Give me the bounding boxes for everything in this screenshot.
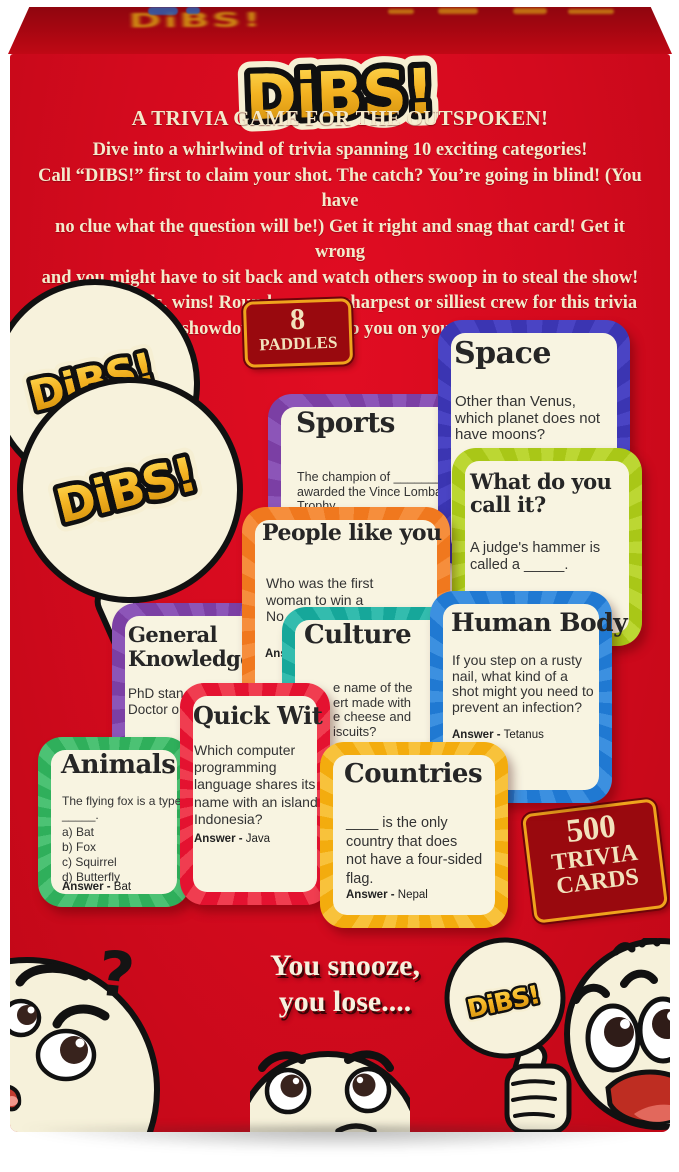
svg-text:DiBS!: DiBS! <box>244 55 434 135</box>
eyebrow <box>52 1004 110 1029</box>
card-question: Which computer programming language shares… <box>194 742 318 827</box>
card-face <box>193 696 317 892</box>
cards-count-badge: 500 TRIVIA CARDS <box>521 798 669 924</box>
game-description: Dive into a whirlwind of trivia spanning… <box>28 138 652 342</box>
card-question: Other than Venus, which planet does not ha… <box>455 393 601 443</box>
box-top-panel: DiBS! <box>8 7 672 54</box>
card-title: Countries <box>344 759 483 789</box>
card-title: Sports <box>296 406 395 439</box>
card-title: People like you <box>262 520 442 546</box>
paddles-label: PADDLES <box>259 332 338 355</box>
card-title: What do you call it? <box>470 469 612 517</box>
card-question: Who was the first woman to win a No <box>266 575 374 624</box>
eyebrow <box>620 969 658 988</box>
eyebrow <box>15 963 90 987</box>
box-front-panel: DiBS! DiBS! DiBS! A TRIVIA GAME FOR THE OU… <box>10 54 670 1132</box>
paddle-face <box>444 937 566 1059</box>
card-title: General Knowledge <box>128 622 254 671</box>
mouth <box>335 1123 377 1132</box>
paddle-face <box>17 377 243 603</box>
top-panel-text-blur <box>438 8 478 14</box>
question-mark: ? <box>95 938 138 1013</box>
cartoon-face-curious: ? <box>10 938 160 1132</box>
description-line: Dive into a whirlwind of trivia spanning… <box>92 140 588 160</box>
card-answer: Answer - Java <box>194 833 271 845</box>
cartoon-face-worried <box>250 1050 410 1132</box>
card-question: The champion of _______ is awarded the Vi… <box>297 470 456 513</box>
card-title: Human Body <box>451 608 628 637</box>
box-shadow <box>14 1126 666 1152</box>
card-options: a) Bat b) Fox c) Squirrel d) Butterfly <box>62 825 121 884</box>
card-title: Space <box>454 336 551 371</box>
card-face <box>333 755 495 915</box>
card-answer: Answer - Tetanus <box>452 729 544 741</box>
hair-tuft <box>638 938 661 948</box>
card-title: Animals <box>61 750 176 780</box>
description-line: no clue what the question will be!) Get … <box>55 216 625 263</box>
svg-text:DiBS!: DiBS! <box>244 55 434 135</box>
product-tagline: A TRIVIA GAME FOR THE OUTSPOKEN! <box>131 106 549 130</box>
description-line: Call “DIBS!” first to claim your shot. T… <box>38 165 642 212</box>
top-panel-text-blur <box>568 9 614 14</box>
tongue <box>634 1104 670 1122</box>
card-face <box>51 750 177 894</box>
card-answer: Answer - Nepal <box>346 889 428 901</box>
card-question: A judge's hammer is called a _____. <box>470 540 601 573</box>
paddles-count-badge: 8 PADDLES <box>242 298 354 368</box>
card-question: If you step on a rusty nail, what kind of… <box>452 652 594 715</box>
publisher-logo-mark <box>148 7 178 15</box>
eyebrow <box>344 1050 394 1072</box>
description-line: and you might have to sit back and watch… <box>41 267 639 288</box>
eyebrow <box>572 983 610 1004</box>
card-question: The flying fox is a type of _____. <box>62 794 195 822</box>
publisher-logo-mark <box>186 7 200 14</box>
dibs-logo: DiBS!DiBS!DiBS! <box>232 54 447 147</box>
bottom-tagline-line1: You snooze, <box>269 949 420 982</box>
trivia-card-animals: Animals The flying fox is a type of _____.… <box>38 737 195 907</box>
card-answer: Answer - Bat <box>62 881 132 893</box>
card-title: Culture <box>304 620 412 650</box>
bottom-tagline: You snooze, you lose.... <box>240 948 450 1020</box>
held-dibs-paddle: DiBS!DiBS!DiBS! <box>444 937 572 1132</box>
eyebrow <box>258 1051 306 1072</box>
trivia-card-countries: Countries ____ is the only country that do… <box>320 742 508 928</box>
svg-text:DiBS!: DiBS! <box>244 55 434 135</box>
card-question: ____ is the only country that does not hav… <box>346 815 483 887</box>
card-question: PhD stan Doctor o <box>128 686 184 717</box>
trivia-card-quick-wit: Quick Wit Which computer programming langua… <box>180 683 330 905</box>
bottom-tagline-line2: you lose.... <box>278 985 412 1018</box>
card-title: Quick Wit <box>193 701 323 730</box>
cartoon-face-excited <box>564 938 670 1130</box>
card-question: e name of the ert made with e cheese and is… <box>333 680 413 739</box>
hair-tuft <box>612 942 636 956</box>
top-panel-text-blur <box>513 8 547 14</box>
top-panel-text-blur <box>388 9 414 14</box>
dibs-paddles: DiBS!DiBS!DiBS! DiBS!DiBS!DiBS! <box>10 279 243 667</box>
